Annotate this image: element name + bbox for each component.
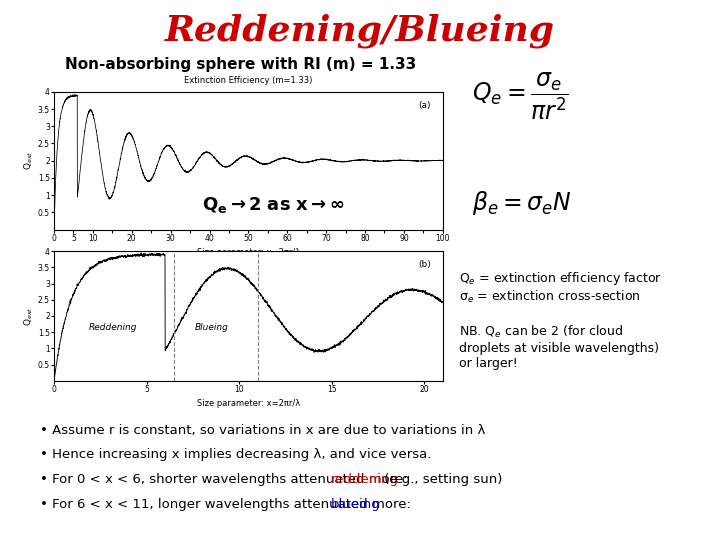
Text: • For 6 < x < 11, longer wavelengths attenuated more:: • For 6 < x < 11, longer wavelengths att…	[40, 498, 415, 511]
Text: Reddening: Reddening	[89, 323, 138, 333]
Text: NB. Q$_e$ can be 2 (for cloud
droplets at visible wavelengths)
or larger!: NB. Q$_e$ can be 2 (for cloud droplets a…	[459, 324, 660, 370]
Text: $Q_e = \dfrac{\sigma_e}{\pi r^2}$: $Q_e = \dfrac{\sigma_e}{\pi r^2}$	[472, 70, 568, 122]
Text: Non-absorbing sphere with RI (m) = 1.33: Non-absorbing sphere with RI (m) = 1.33	[65, 57, 416, 72]
Text: • For 0 < x < 6, shorter wavelengths attenuated more:: • For 0 < x < 6, shorter wavelengths att…	[40, 472, 411, 485]
Text: σ$_e$ = extinction cross-section: σ$_e$ = extinction cross-section	[459, 289, 641, 305]
Text: • Assume r is constant, so variations in x are due to variations in λ: • Assume r is constant, so variations in…	[40, 424, 485, 437]
Y-axis label: Q$_{ext}$: Q$_{ext}$	[22, 151, 35, 171]
Text: (e.g., setting sun): (e.g., setting sun)	[380, 472, 502, 485]
Text: $\beta_e = \sigma_e N$: $\beta_e = \sigma_e N$	[472, 189, 572, 217]
Text: (a): (a)	[418, 102, 431, 111]
Text: • Hence increasing x implies decreasing λ, and vice versa.: • Hence increasing x implies decreasing …	[40, 448, 431, 461]
X-axis label: Size parameter: x=2πr/λ: Size parameter: x=2πr/λ	[197, 400, 300, 408]
Text: blueing: blueing	[331, 498, 381, 511]
Text: Blueing: Blueing	[194, 323, 228, 333]
Text: $\mathbf{Q_e \rightarrow 2}$ $\mathbf{as\ x \rightarrow \infty}$: $\mathbf{Q_e \rightarrow 2}$ $\mathbf{as…	[202, 195, 344, 215]
X-axis label: Size parameter: x=2πr/λ: Size parameter: x=2πr/λ	[197, 248, 300, 257]
Title: Extinction Efficiency (m=1.33): Extinction Efficiency (m=1.33)	[184, 77, 312, 85]
Text: reddening: reddening	[331, 472, 399, 485]
Text: Reddening/Blueing: Reddening/Blueing	[165, 14, 555, 48]
Text: Q$_e$ = extinction efficiency factor: Q$_e$ = extinction efficiency factor	[459, 270, 662, 287]
Y-axis label: Q$_{ext}$: Q$_{ext}$	[22, 306, 35, 326]
Text: (b): (b)	[418, 260, 431, 269]
